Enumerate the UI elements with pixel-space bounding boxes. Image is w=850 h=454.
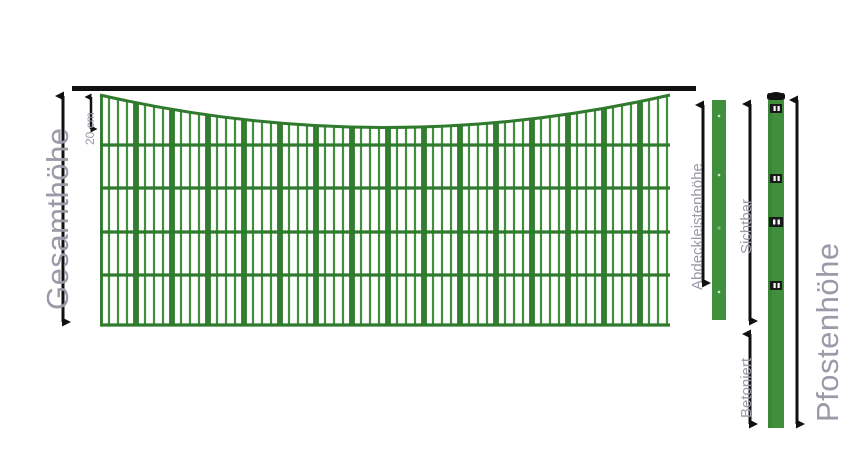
cover-strip [712, 100, 726, 320]
mesh-top-curve [99, 93, 671, 129]
fence-post [767, 92, 785, 428]
label-visible: Sichtbar [738, 198, 755, 254]
label-post-height: Pfostenhöhe [810, 242, 845, 422]
fence-mesh [100, 95, 669, 325]
horizontal-rails [100, 143, 670, 327]
label-overhang-20cm: 20 cm [83, 112, 97, 145]
label-cover-strip-height: Abdeckleistenhöhe [689, 163, 706, 290]
fence-panel [99, 93, 671, 327]
label-total-height: Gesamthöhe [40, 127, 75, 311]
label-concreted: Betoniert [738, 357, 755, 418]
vertical-wires [100, 95, 669, 325]
top-rail-bar [72, 86, 696, 91]
post-brackets [769, 104, 783, 290]
